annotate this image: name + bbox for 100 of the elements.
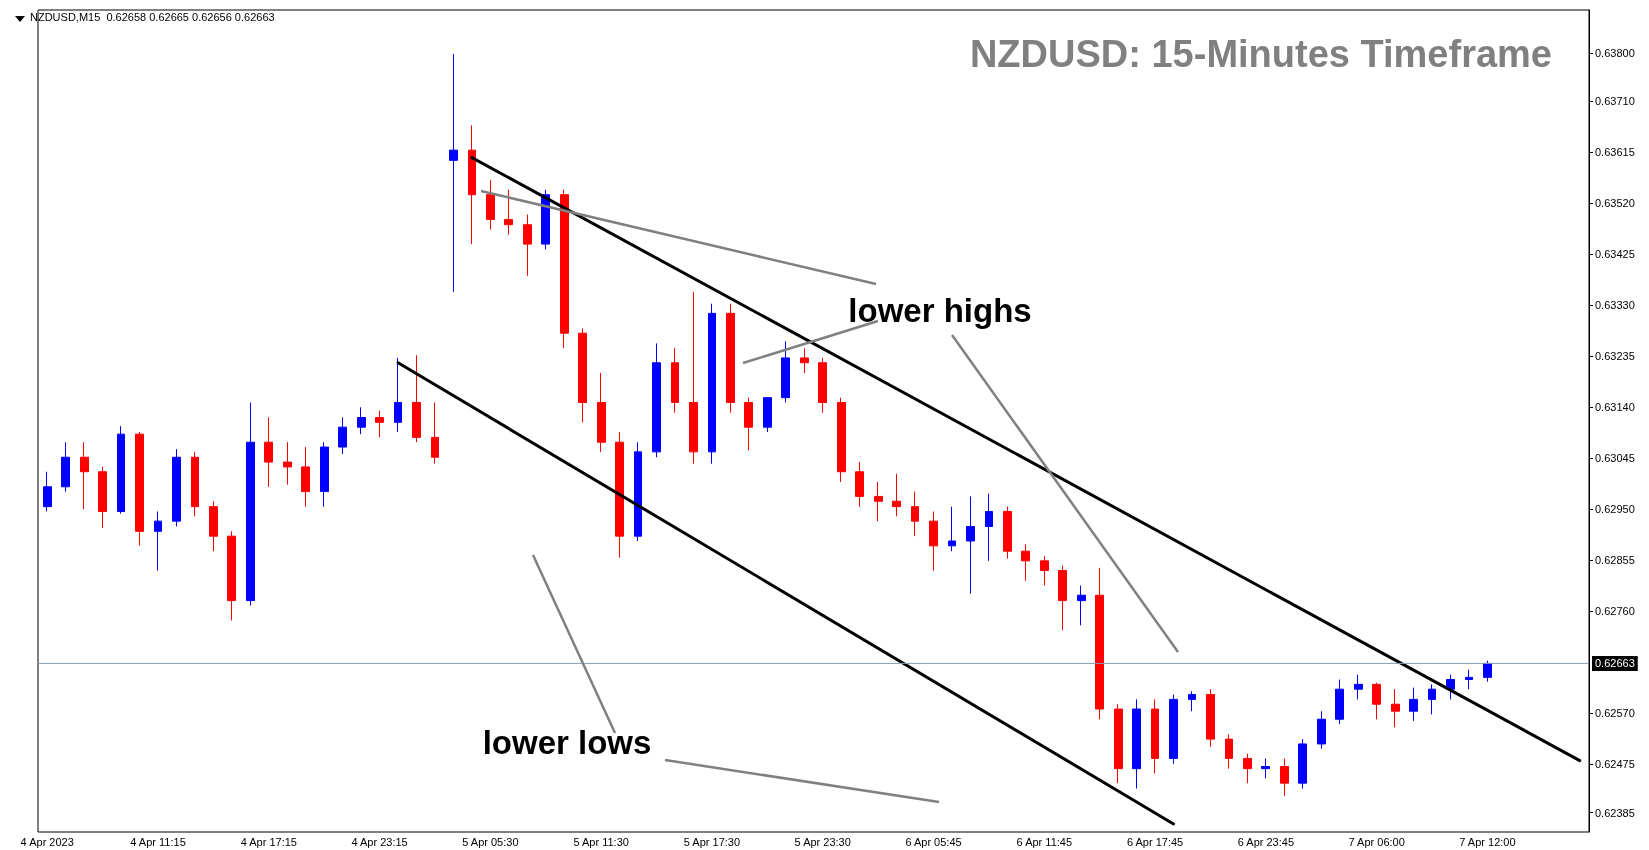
candlestick bbox=[837, 397, 846, 483]
y-tick-label: 0.62855 bbox=[1595, 554, 1635, 567]
candlestick bbox=[338, 417, 347, 455]
ref-line-label: 0.62663 bbox=[1595, 657, 1635, 670]
candlestick bbox=[726, 303, 735, 414]
candlestick bbox=[874, 481, 883, 522]
x-tick-label: 6 Apr 05:45 bbox=[905, 835, 962, 848]
candlestick bbox=[1298, 738, 1307, 790]
candlestick bbox=[634, 441, 642, 542]
candlestick bbox=[320, 441, 329, 508]
candlestick bbox=[560, 189, 569, 349]
candlestick bbox=[98, 466, 107, 529]
candlestick bbox=[1040, 555, 1049, 587]
candlestick bbox=[375, 410, 384, 438]
candlestick bbox=[468, 124, 476, 245]
text: NZDUSD: 15-Minutes Timeframe bbox=[969, 33, 1553, 75]
y-tick-label: 0.62475 bbox=[1595, 758, 1635, 771]
candlestick bbox=[1335, 679, 1344, 725]
x-tick-label: 4 Apr 2023 bbox=[20, 835, 74, 848]
y-tick-label: 0.62385 bbox=[1595, 806, 1635, 819]
candlestick bbox=[966, 495, 975, 595]
candlestick bbox=[283, 441, 292, 486]
annotation: lower highs bbox=[848, 291, 1032, 329]
candlestick bbox=[135, 431, 144, 547]
candlestick bbox=[523, 214, 532, 277]
candlestick bbox=[301, 446, 310, 508]
candlestick bbox=[1058, 565, 1067, 631]
candlestick bbox=[1003, 506, 1012, 560]
y-tick-label: 0.63235 bbox=[1595, 350, 1635, 363]
candlestick bbox=[578, 327, 587, 423]
x-tick-label: 5 Apr 05:30 bbox=[462, 835, 519, 848]
candlestick bbox=[781, 340, 790, 403]
candlestick bbox=[209, 500, 218, 552]
x-tick-label: 5 Apr 11:30 bbox=[573, 835, 629, 848]
candlestick bbox=[911, 491, 919, 537]
chart-subtitle: NZDUSD,M15 0.62658 0.62665 0.62656 0.62663 bbox=[30, 10, 275, 23]
x-tick-label: 7 Apr 06:00 bbox=[1348, 835, 1405, 848]
candlestick bbox=[1391, 688, 1400, 728]
candlestick bbox=[394, 357, 402, 433]
candlestick bbox=[1354, 674, 1363, 700]
candlestick bbox=[689, 291, 698, 465]
y-tick-label: 0.62570 bbox=[1595, 707, 1635, 720]
candlestick bbox=[43, 471, 52, 512]
x-tick-label: 6 Apr 17:45 bbox=[1126, 835, 1184, 848]
candlestick bbox=[597, 372, 606, 453]
candlestick bbox=[1169, 694, 1178, 765]
candlestick bbox=[1114, 703, 1123, 784]
candlestick bbox=[929, 510, 938, 572]
candlestick bbox=[486, 179, 495, 231]
x-tick-label: 4 Apr 11:15 bbox=[130, 835, 186, 848]
candlestick bbox=[1206, 688, 1215, 748]
y-tick-label: 0.63425 bbox=[1595, 248, 1635, 261]
candlestick bbox=[449, 53, 458, 293]
candlestick bbox=[818, 357, 827, 414]
candlestick bbox=[412, 354, 421, 443]
candlestick bbox=[652, 342, 661, 458]
candlestick bbox=[1372, 682, 1381, 720]
x-tick-label: 6 Apr 23:45 bbox=[1237, 835, 1295, 848]
y-tick-label: 0.63045 bbox=[1595, 452, 1635, 465]
y-tick-label: 0.63615 bbox=[1595, 146, 1635, 159]
candlestick bbox=[1409, 687, 1418, 722]
candlestick bbox=[800, 347, 809, 374]
candlestick bbox=[671, 347, 679, 414]
x-tick-label: 6 Apr 11:45 bbox=[1016, 835, 1073, 848]
x-tick-label: 5 Apr 23:30 bbox=[794, 835, 851, 848]
candlestick bbox=[615, 431, 624, 559]
y-tick-label: 0.63520 bbox=[1595, 197, 1635, 210]
candlestick bbox=[172, 448, 181, 527]
candlestick bbox=[1483, 660, 1492, 683]
candlestick bbox=[1465, 669, 1473, 690]
x-tick-label: 4 Apr 23:15 bbox=[351, 835, 408, 848]
candlestick bbox=[1132, 698, 1141, 790]
candlestick bbox=[117, 425, 125, 515]
y-tick-label: 0.63800 bbox=[1595, 46, 1635, 59]
candlestick bbox=[1077, 585, 1086, 626]
candlestick bbox=[504, 189, 513, 235]
candlestick bbox=[1095, 567, 1104, 720]
y-tick-label: 0.63330 bbox=[1595, 299, 1635, 312]
y-tick-label: 0.62950 bbox=[1595, 503, 1635, 516]
candlestick bbox=[892, 473, 901, 517]
candlestick bbox=[1261, 757, 1270, 779]
y-tick-label: 0.63140 bbox=[1595, 401, 1635, 414]
candlestick bbox=[1280, 757, 1289, 797]
x-tick-label: 5 Apr 17:30 bbox=[683, 835, 741, 848]
candlestick bbox=[264, 417, 273, 488]
candlestick bbox=[1021, 543, 1030, 582]
annotation: lower lows bbox=[482, 723, 652, 761]
candlestick bbox=[744, 397, 753, 451]
candlestick bbox=[357, 406, 366, 435]
candlestick bbox=[1428, 683, 1436, 715]
candlestick bbox=[1446, 674, 1455, 700]
candlestick bbox=[985, 493, 993, 562]
candlestick bbox=[855, 461, 864, 508]
candlestick bbox=[191, 451, 199, 517]
y-tick-label: 0.63710 bbox=[1595, 95, 1635, 108]
candlestick bbox=[246, 401, 255, 606]
candlestick bbox=[431, 401, 439, 465]
candlestick bbox=[1225, 733, 1233, 770]
candlestick bbox=[1151, 698, 1159, 774]
candlestick bbox=[708, 303, 716, 465]
